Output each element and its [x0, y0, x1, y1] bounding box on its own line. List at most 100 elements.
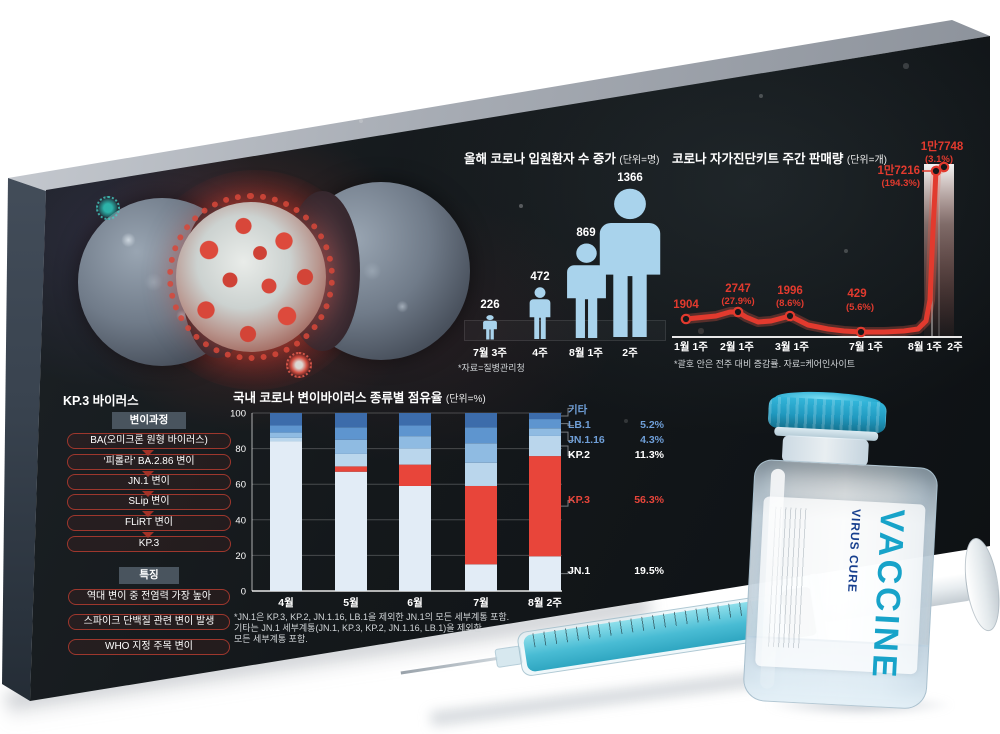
legend-row-기타: 기타 [568, 402, 664, 417]
legend-pct: 4.3% [640, 434, 664, 446]
person-category-label: 8월 1주 [569, 347, 603, 359]
kp3-process-step: KP.3 [67, 536, 231, 552]
vaccine-vial: VIRUS CURE VACCINE [738, 385, 965, 726]
vial-sub-text: VIRUS CURE [844, 508, 864, 594]
svg-text:1만7216: 1만7216 [877, 163, 920, 177]
svg-text:8월 2주: 8월 2주 [528, 596, 562, 609]
bar-segment-LB.1 [465, 427, 497, 444]
dust-specks [0, 0, 2, 2]
person-category-label: 2주 [622, 347, 638, 359]
kp3-feature-item: 스파이크 단백질 관련 변이 발생 [68, 614, 230, 630]
bar-segment-JN.1.16 [529, 428, 561, 436]
kp3-section: KP.3 바이러스 변이과정 BA(오미크론 원형 바이러스) ‘피롤라’ BA.… [55, 388, 247, 670]
bar-segment-KP.2 [529, 435, 561, 457]
bar-segment-JN.1.16 [399, 436, 431, 449]
svg-text:40: 40 [235, 515, 246, 526]
chart-kit-sales-footnote: *괄호 안은 전주 대비 증감률. 자료=케어인사이트 [674, 359, 856, 369]
bar-segment-KP.2 [399, 448, 431, 465]
person-icon [528, 287, 552, 340]
chart-hospitalized: 올해 코로나 입원환자 수 증가 (단위=명) 226 7월 3주 472 4주 869… [452, 145, 670, 377]
legend-pct: 19.5% [634, 565, 664, 577]
bar-segment-JN.1 [465, 564, 497, 591]
svg-text:60: 60 [235, 480, 246, 491]
variant-share-footnote-1: *JN.1은 KP.3, KP.2, JN.1.16, LB.1을 제외한 JN… [234, 612, 510, 622]
svg-text:429: 429 [847, 288, 866, 300]
legend-pct: 5.2% [640, 419, 664, 431]
chart-hospitalized-title: 올해 코로나 입원환자 수 증가 (단위=명) [464, 148, 660, 167]
bar-segment-JN.1.16 [335, 439, 367, 454]
svg-text:8월 1주: 8월 1주 [908, 340, 942, 353]
bar-segment-KP.3 [335, 466, 367, 472]
svg-text:(3.1%): (3.1%) [925, 154, 953, 165]
legend-row-KP.3: KP.3 56.3% [568, 494, 664, 506]
kp3-title: KP.3 바이러스 [63, 394, 139, 408]
person-value-label: 472 [530, 271, 550, 283]
person-category-label: 7월 3주 [473, 347, 507, 359]
down-arrow-icon [142, 450, 154, 456]
svg-text:5월: 5월 [343, 596, 359, 609]
kp3-feature-item: 역대 변이 중 전염력 가장 높아 [68, 589, 230, 605]
legend-row-KP.2: KP.2 11.3% [568, 449, 664, 461]
legend-row-LB.1: LB.1 5.2% [568, 419, 664, 431]
bar-segment-LB.1 [335, 427, 367, 440]
kp3-process-step: ‘피롤라’ BA.2.86 변이 [67, 454, 231, 470]
svg-text:20: 20 [235, 551, 246, 562]
bar-segment-KP.2 [465, 462, 497, 486]
bar-segment-JN.1.16 [270, 432, 302, 438]
legend-name: 기타 [568, 404, 588, 416]
bar-segment-KP.3 [399, 464, 431, 486]
chart-variant-share-title: 국내 코로나 변이바이러스 종류별 점유율 (단위=%) [233, 387, 486, 406]
legend-name: KP.2 [568, 449, 590, 461]
kp3-process-step: FLiRT 변이 [67, 515, 231, 531]
kp3-process-header: 변이과정 [112, 412, 186, 429]
virus-core [167, 193, 335, 361]
chart-kit-sales-unit: (단위=개) [846, 155, 888, 166]
svg-text:7월: 7월 [473, 596, 489, 609]
svg-text:(8.6%): (8.6%) [776, 298, 804, 309]
bar-segment-JN.1.16 [465, 443, 497, 463]
svg-text:80: 80 [235, 444, 246, 455]
person-category-label: 4주 [532, 347, 548, 359]
bar-segment-JN.1 [270, 441, 302, 591]
kit-sales-line-plot: 1904 2747(27.9%) 1996(8.6%) 429 (5.6%) 1만7216… [672, 140, 964, 353]
variant-share-footnote-3: 모든 세부계통 포함. [234, 634, 308, 644]
bar-segment-기타 [529, 413, 561, 420]
chart-hospitalized-unit: (단위=명) [619, 155, 660, 166]
chart-variant-share-title-text: 국내 코로나 변이바이러스 종류별 점유율 [233, 391, 443, 405]
chart-kit-sales: 코로나 자가진단키트 주간 판매량 (단위=개) 1904 2747 (27.9%)… [666, 140, 968, 378]
kp3-process-step: SLip 변이 [67, 494, 231, 510]
bar-segment-LB.1 [529, 419, 561, 429]
chart-hospitalized-title-text: 올해 코로나 입원환자 수 증가 [464, 152, 616, 166]
variant-share-footnote-2: 기타는 JN.1 세부계통(JN.1, KP.3, KP.2, JN.1.16,… [234, 623, 482, 633]
person-value-label: 1366 [617, 172, 643, 184]
chart-variant-share-unit: (단위=%) [445, 394, 486, 405]
bar-segment-LB.1 [399, 425, 431, 437]
vial-body: VIRUS CURE VACCINE [742, 458, 939, 710]
bar-segment-KP.3 [529, 456, 561, 557]
svg-text:4월: 4월 [278, 596, 294, 609]
chart-hospitalized-highlight-box [464, 320, 666, 341]
legend-row-JN.1: JN.1 19.5% [568, 565, 664, 577]
svg-text:100: 100 [230, 409, 246, 420]
person-value-label: 226 [480, 299, 500, 311]
svg-text:(5.6%): (5.6%) [846, 302, 874, 313]
legend-row-JN.1.16: JN.1.16 4.3% [568, 434, 664, 446]
bar-segment-기타 [465, 413, 497, 428]
syringe-thumb-rest [959, 535, 1000, 634]
person-icon [482, 315, 498, 340]
chart-kit-sales-title: 코로나 자가진단키트 주간 판매량 (단위=개) [672, 148, 887, 167]
kp3-feature-item: WHO 지정 주목 변이 [68, 639, 230, 655]
bar-segment-JN.1 [335, 471, 367, 591]
vial-brand-text: VACCINE [864, 507, 912, 682]
svg-text:(194.3%): (194.3%) [881, 178, 920, 189]
person-icon [595, 188, 665, 340]
variant-share-bar-plot: 0 20 40 60 80 100 4월 5월 6월 7월 8월 2주 [230, 408, 574, 609]
kp3-process-step: JN.1 변이 [67, 474, 231, 490]
person-icon [564, 243, 609, 340]
svg-text:2747: 2747 [725, 283, 751, 295]
svg-text:1996: 1996 [777, 285, 803, 297]
kp3-process-step: BA(오미크론 원형 바이러스) [67, 433, 231, 449]
bar-segment-JN.1 [529, 556, 561, 591]
chart-kit-sales-title-text: 코로나 자가진단키트 주간 판매량 [672, 152, 844, 166]
person-value-label: 869 [576, 227, 596, 239]
